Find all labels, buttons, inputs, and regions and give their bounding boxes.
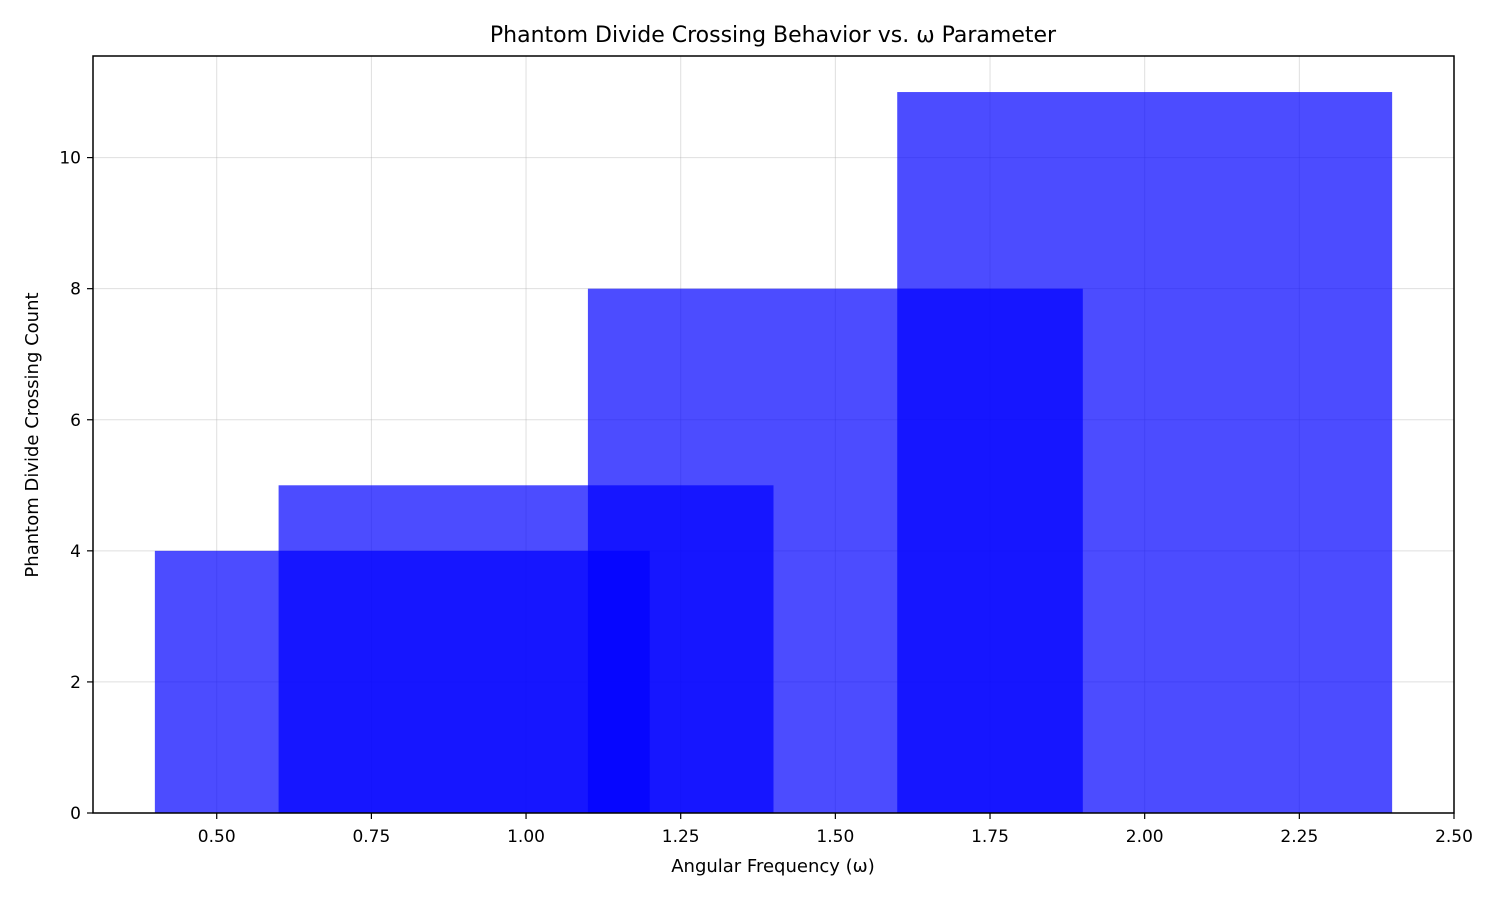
y-axis-title: Phantom Divide Crossing Count xyxy=(22,292,43,577)
x-axis-title: Angular Frequency (ω) xyxy=(671,856,875,877)
bar xyxy=(897,92,1393,814)
x-axis: 0.50 0.75 1.00 1.25 1.50 1.75 2.00 2.25 2.50 xyxy=(198,813,1473,847)
x-tick-label: 2.00 xyxy=(1126,827,1164,847)
y-tick-label: 10 xyxy=(59,149,81,169)
x-tick-label: 2.25 xyxy=(1280,827,1318,847)
plot-frame xyxy=(92,55,1455,814)
y-tick-label: 0 xyxy=(70,804,81,824)
y-tick-label: 8 xyxy=(70,280,81,300)
y-tick-label: 4 xyxy=(70,542,81,562)
bars xyxy=(154,92,1393,814)
x-tick-label: 1.00 xyxy=(507,827,545,847)
y-tick-label: 2 xyxy=(70,673,81,693)
x-tick-label: 1.75 xyxy=(971,827,1009,847)
x-tick-label: 2.50 xyxy=(1435,827,1473,847)
chart-title: Phantom Divide Crossing Behavior vs. ω P… xyxy=(490,23,1057,48)
x-tick-label: 1.25 xyxy=(662,827,700,847)
x-tick-label: 0.50 xyxy=(198,827,236,847)
y-tick-label: 6 xyxy=(70,411,81,431)
y-axis: 0 2 4 6 8 10 xyxy=(59,149,93,824)
x-tick-label: 1.50 xyxy=(816,827,854,847)
x-tick-label: 0.75 xyxy=(352,827,390,847)
